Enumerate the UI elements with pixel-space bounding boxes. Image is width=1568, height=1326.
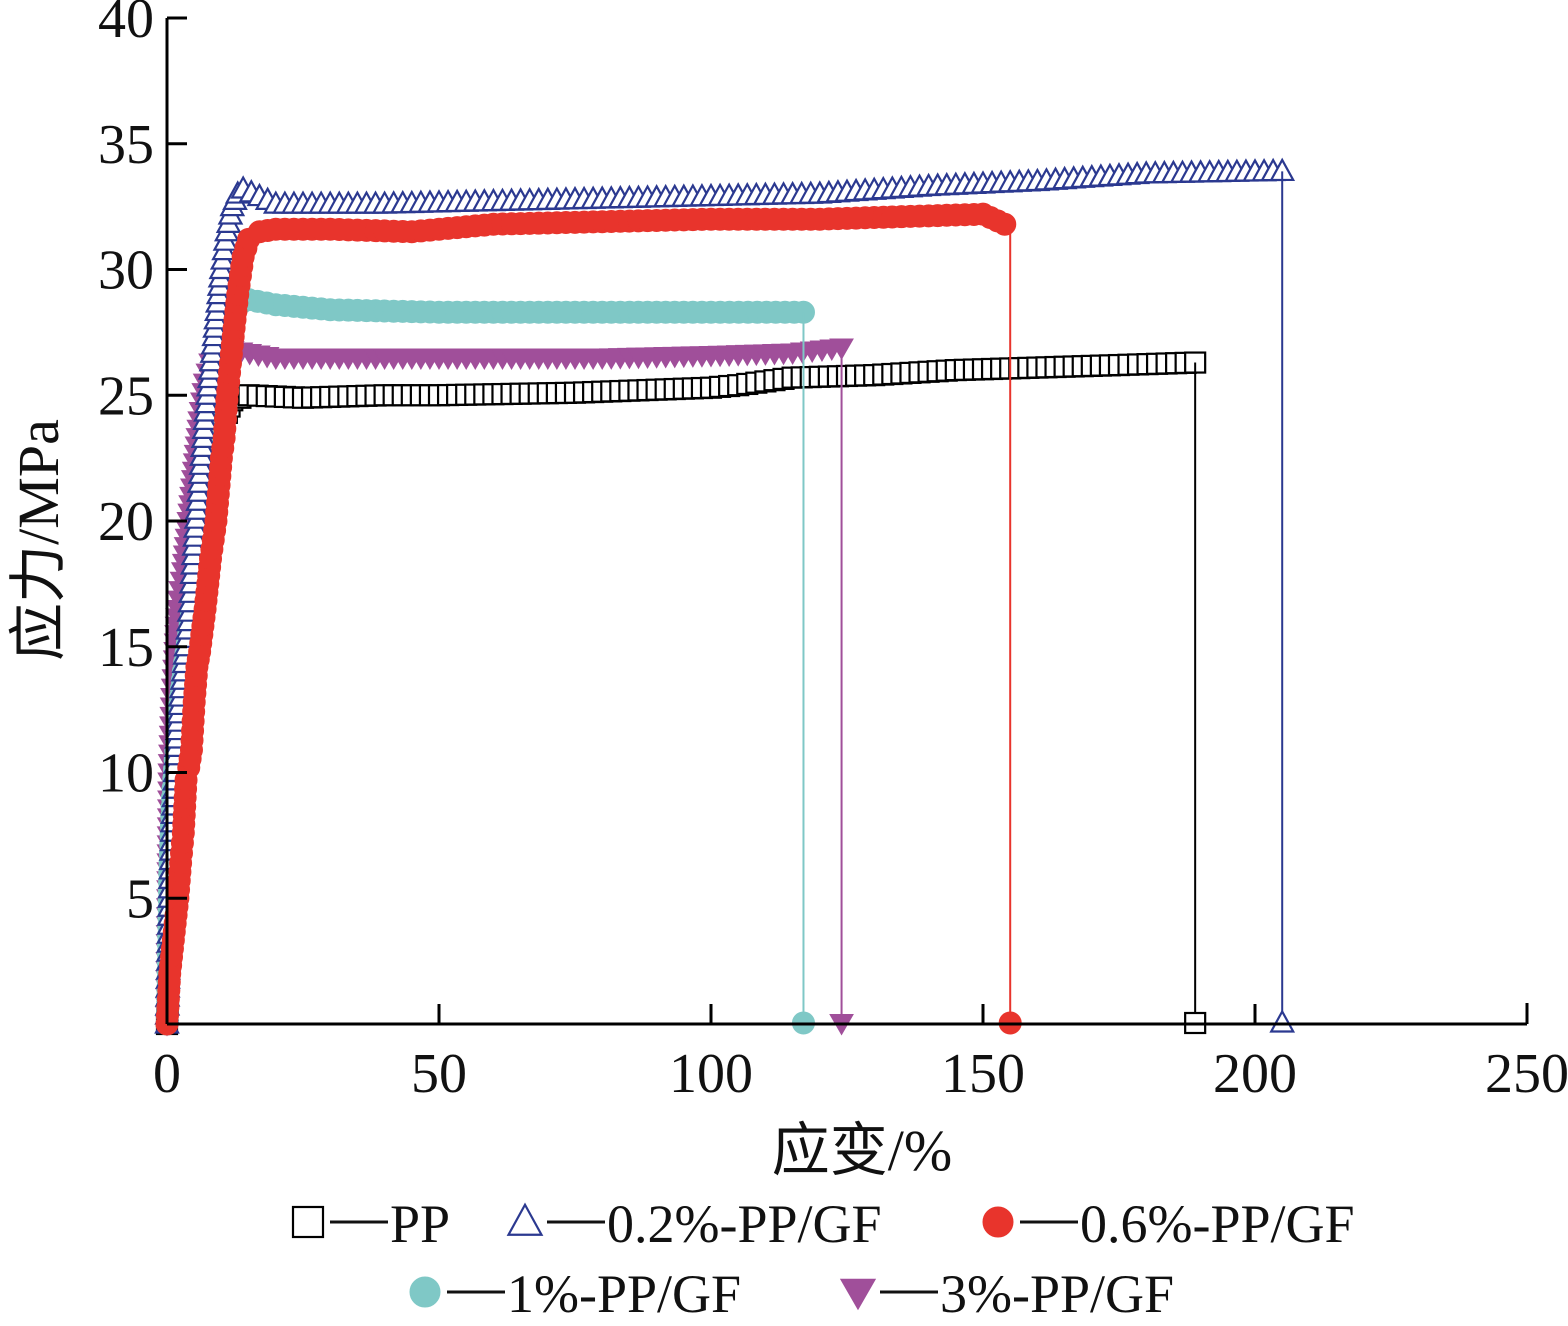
series-0-2pct-pp-gf (154, 157, 1296, 1034)
x-tick-label: 250 (1485, 1043, 1568, 1105)
y-tick-label: 25 (98, 365, 154, 427)
failure-point (1269, 1009, 1296, 1033)
x-tick-label: 0 (153, 1043, 181, 1105)
y-tick-label: 15 (98, 617, 154, 679)
y-tick-label: 35 (98, 114, 154, 176)
x-tick-label: 100 (669, 1043, 753, 1105)
x-axis-title: 应变/% (772, 1118, 952, 1183)
y-tick-label: 30 (98, 240, 154, 302)
series-line (163, 358, 1196, 1025)
axes-layer (165, 18, 1529, 1026)
ticks-layer: 0 50 100 150 200 250 5 10 15 20 25 30 35 40 (98, 0, 1568, 1105)
legend-label: 0.6%-PP/GF (1080, 1194, 1355, 1254)
series-line (163, 295, 804, 1025)
legend-item-pp: PP (291, 1194, 450, 1254)
legend-marker (506, 1202, 544, 1236)
legend-item-3pct-pp-gf: 3%-PP/GF (839, 1264, 1174, 1324)
series-pp (155, 351, 1207, 1036)
legend-item-1pct-pp-gf: 1%-PP/GF (409, 1264, 741, 1324)
legend-item-0-6pct-pp-gf: 0.6%-PP/GF (982, 1194, 1355, 1254)
legend-item-0-2pct-pp-gf: 0.2%-PP/GF (506, 1194, 882, 1254)
legend: PP 0.2%-PP/GF 0.6%-PP/GF 1%-PP/GF 3%-PP/GF (291, 1194, 1355, 1324)
series-line (163, 343, 842, 1025)
x-tick-label: 50 (411, 1043, 467, 1105)
legend-marker (291, 1205, 325, 1239)
series-3pct-pp-gf (154, 338, 854, 1037)
y-tick-label: 20 (98, 491, 154, 553)
x-tick-label: 150 (941, 1043, 1025, 1105)
legend-marker (409, 1276, 441, 1308)
legend-label: 3%-PP/GF (940, 1264, 1174, 1321)
y-tick-label: 5 (126, 868, 154, 930)
series-line (163, 210, 1007, 1025)
y-tick-label: 40 (98, 0, 154, 50)
data-point (993, 212, 1017, 236)
legend-label: 0.2%-PP/GF (607, 1194, 882, 1254)
legend-label: 1%-PP/GF (507, 1264, 741, 1321)
x-tick-label: 200 (1213, 1043, 1297, 1105)
legend-marker (982, 1206, 1014, 1238)
series-0-6pct-pp-gf (155, 202, 1022, 1036)
legend-label: PP (390, 1194, 450, 1254)
y-tick-label: 10 (98, 743, 154, 805)
plot-layer (154, 157, 1296, 1037)
legend-marker (839, 1278, 877, 1311)
y-axis-title: 应力/MPa (6, 419, 71, 661)
